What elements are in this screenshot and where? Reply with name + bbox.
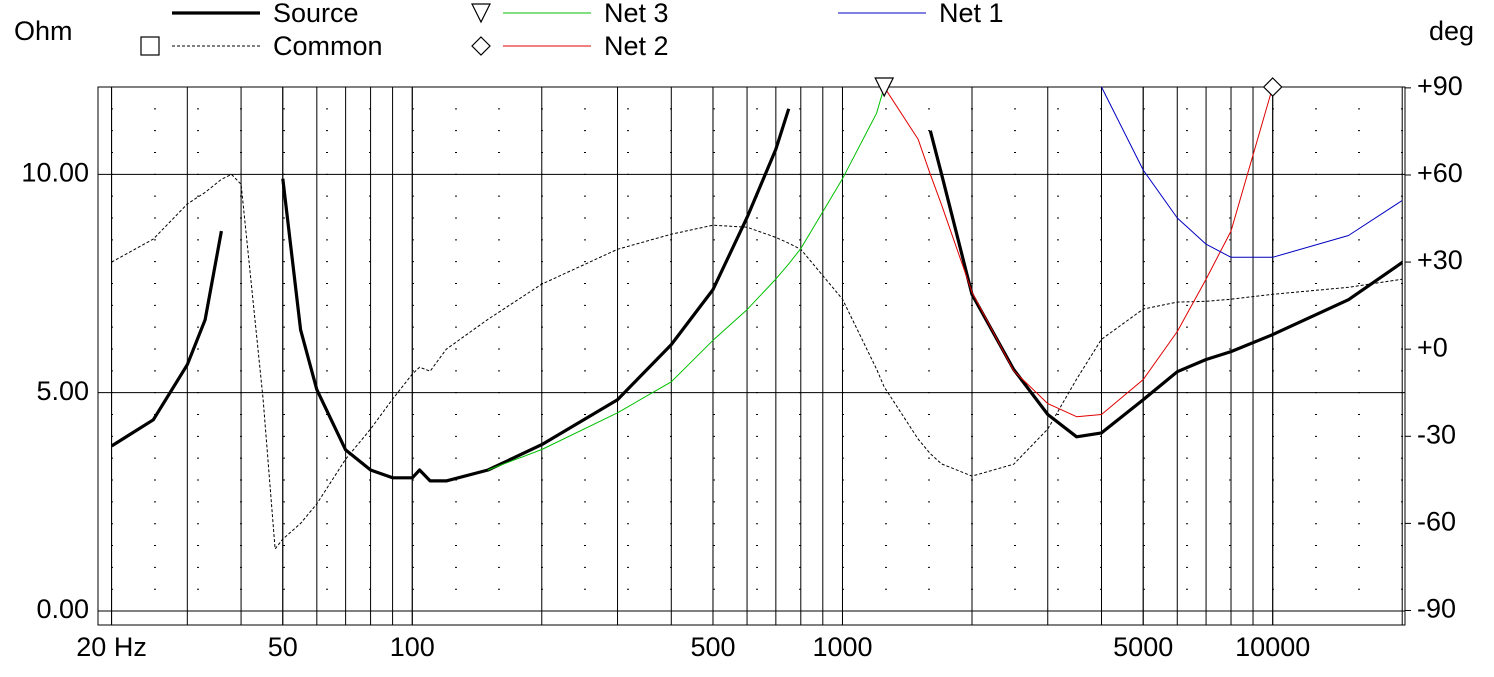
x-tick-label: 500 [690, 632, 735, 662]
legend-label: Source [273, 0, 359, 28]
marker [1262, 77, 1283, 97]
x-tick-label: 5000 [1113, 632, 1173, 662]
marker [471, 3, 491, 24]
series-line [1101, 86, 1403, 258]
legend-marker [140, 36, 160, 56]
series-line [487, 86, 885, 471]
marker [874, 77, 895, 98]
y2-tick-label: -90 [1417, 594, 1456, 624]
x-tick-label: 100 [390, 632, 435, 662]
y2-tick-label: -30 [1417, 419, 1456, 449]
x-tick-label: 1000 [812, 632, 872, 662]
y2-tick-label: -60 [1417, 507, 1456, 537]
y-tick-label: 0.00 [36, 594, 89, 624]
series-line [110, 108, 1404, 483]
y2-axis-label: deg [1429, 16, 1474, 46]
y-tick-label: 10.00 [21, 157, 89, 187]
y2-tick-label: +90 [1417, 71, 1463, 101]
plot-series [110, 86, 1404, 550]
plot-area [98, 87, 1405, 625]
x-tick-label: 10000 [1235, 632, 1310, 662]
x-tick-label: 50 [268, 632, 298, 662]
y2-tick-label: +30 [1417, 245, 1463, 275]
y-tick-label: 5.00 [36, 376, 89, 406]
legend-label: Net 2 [604, 31, 669, 61]
series-line [111, 173, 1403, 550]
legend-label: Common [273, 31, 383, 61]
y2-tick-label: +60 [1417, 158, 1463, 188]
legend-label: Net 3 [604, 0, 669, 28]
marker [471, 36, 491, 56]
x-tick-label: 20 Hz [76, 632, 147, 662]
y-axis-label: Ohm [14, 16, 73, 46]
series-line [883, 86, 1274, 418]
plot-border [97, 86, 1406, 626]
y2-tick-label: +0 [1417, 332, 1448, 362]
legend-label: Net 1 [939, 0, 1004, 28]
